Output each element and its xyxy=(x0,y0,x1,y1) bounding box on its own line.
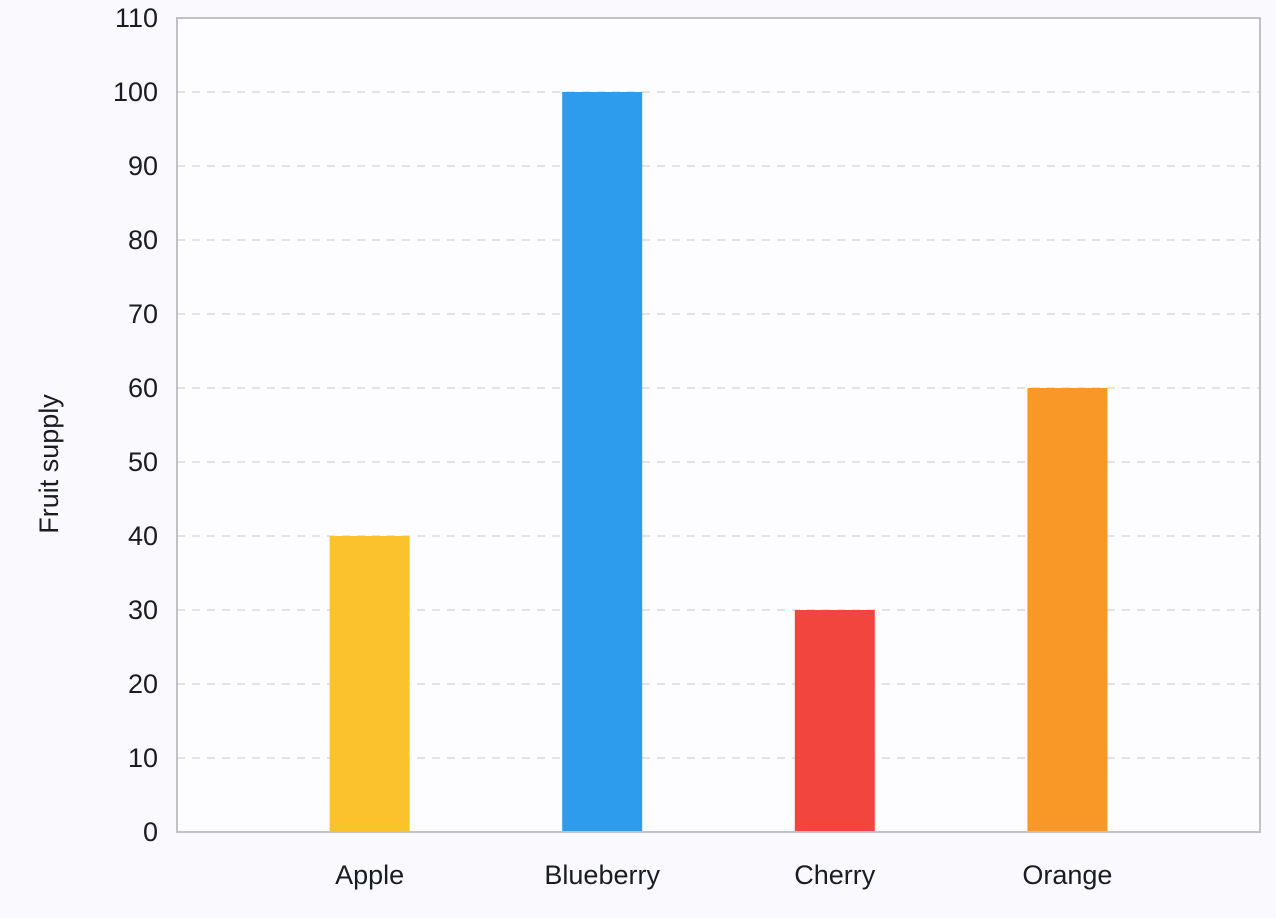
y-axis-title: Fruit supply xyxy=(34,394,64,534)
bar-apple xyxy=(329,536,410,832)
bar-blueberry xyxy=(562,92,643,832)
y-tick-label-0: 0 xyxy=(143,817,158,847)
bar-orange xyxy=(1027,388,1108,832)
x-tick-label-blueberry: Blueberry xyxy=(544,860,660,890)
plot-border xyxy=(176,17,1261,833)
x-tick-label-apple: Apple xyxy=(335,860,404,890)
y-tick-label-40: 40 xyxy=(128,521,158,551)
y-tick-label-10: 10 xyxy=(128,743,158,773)
y-tick-label-70: 70 xyxy=(128,299,158,329)
y-tick-label-30: 30 xyxy=(128,595,158,625)
x-tick-label-cherry: Cherry xyxy=(794,860,876,890)
x-tick-label-orange: Orange xyxy=(1022,860,1112,890)
y-tick-label-80: 80 xyxy=(128,225,158,255)
y-tick-label-90: 90 xyxy=(128,151,158,181)
y-tick-label-100: 100 xyxy=(113,77,158,107)
y-tick-label-50: 50 xyxy=(128,447,158,477)
bar-cherry xyxy=(794,610,875,832)
y-tick-label-110: 110 xyxy=(115,3,158,33)
y-tick-label-20: 20 xyxy=(128,669,158,699)
y-tick-label-60: 60 xyxy=(128,373,158,403)
